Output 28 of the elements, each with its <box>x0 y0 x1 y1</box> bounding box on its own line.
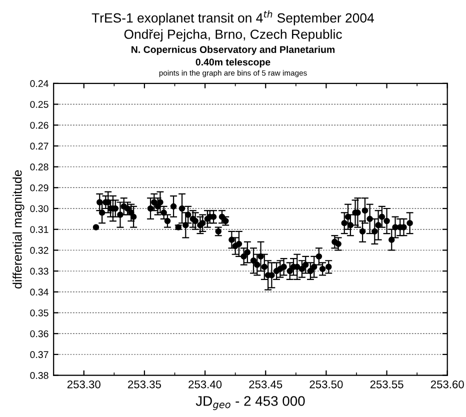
y-tick-label: 0.34 <box>30 288 48 296</box>
y-tick-label: 0.26 <box>30 122 48 129</box>
x-tick-label: 253.45 <box>249 380 282 388</box>
text: 0.40m telescope <box>196 58 270 68</box>
y-tick-label: 0.38 <box>30 372 48 379</box>
y-tick-label: 0.36 <box>30 330 48 338</box>
text: N. Copernicus Observatory and Planetarium <box>132 46 335 55</box>
x-tick-label: 253.60 <box>430 380 464 388</box>
chart-title: TrES-1 exoplanet transit on 4$^{th}$ September 2004 <box>92 10 374 26</box>
y-tick-label: 0.27 <box>30 142 48 150</box>
y-tick-label: 0.29 <box>30 184 48 192</box>
x-tick-label: 253.55 <box>370 380 404 388</box>
x-tick-label: 253.40 <box>188 380 222 388</box>
y-tick-label: 0.24 <box>30 80 48 88</box>
y-tick-label: 0.33 <box>30 268 48 275</box>
x-axis-title: JD$_{geo}$ - 2 453 000 <box>196 396 305 410</box>
y-tick-label: 0.35 <box>30 309 48 316</box>
y-tick-label: 0.37 <box>30 351 48 358</box>
y-tick-label: 0.31 <box>30 226 48 233</box>
x-tick-label: 253.30 <box>67 380 100 388</box>
y-tick-label: 0.30 <box>30 205 48 212</box>
x-tick-label: 253.35 <box>128 380 161 388</box>
y-tick-label: 0.25 <box>30 100 48 108</box>
y-axis-title: differential magnitude <box>12 170 24 288</box>
y-tick-label: 0.32 <box>30 246 48 254</box>
y-tick-label: 0.28 <box>30 164 48 170</box>
x-tick-label: 253.50 <box>310 380 343 388</box>
chart-subtitle: Ondřej Pejcha, Brno, Czech Republic <box>124 29 342 42</box>
